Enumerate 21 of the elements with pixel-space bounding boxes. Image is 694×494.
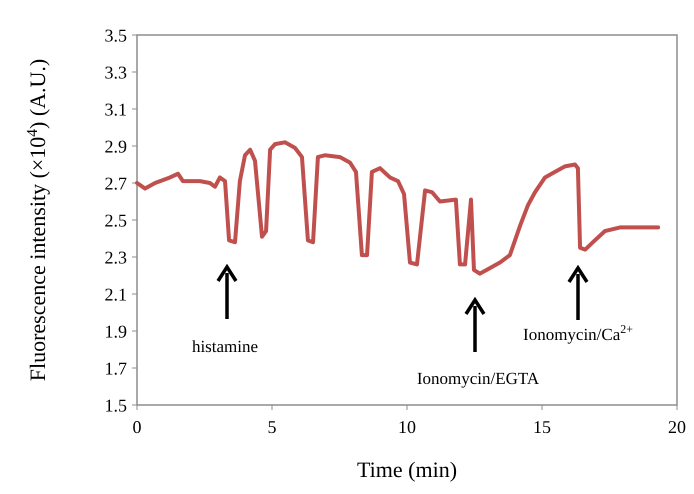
y-tick-label: 2.7 — [104, 173, 127, 194]
x-tick-label: 15 — [533, 417, 551, 437]
y-tick-label: 2.3 — [104, 247, 127, 268]
annotation: histamine — [192, 337, 258, 356]
x-tick-label: 20 — [668, 417, 686, 437]
y-tick-label: 3.5 — [104, 25, 127, 46]
y-tick-label: 1.5 — [104, 395, 127, 416]
annotation: Ionomycin/Ca$^{2+}$ — [523, 322, 634, 344]
y-tick-label: 2.1 — [104, 284, 127, 304]
x-tick-label: 10 — [398, 417, 416, 437]
y-tick-label: 2.5 — [104, 210, 127, 230]
line-series — [135, 140, 660, 276]
x-axis-title: Time (min) — [356, 457, 458, 482]
x-tick-label: 5 — [268, 417, 276, 437]
x-tick-label: 0 — [132, 417, 142, 437]
y-tick-label: 1.9 — [104, 321, 127, 342]
y-tick-label: 2.9 — [104, 136, 127, 156]
y-tick-label: 1.7 — [104, 358, 127, 378]
y-tick-label: 3.3 — [104, 62, 127, 82]
annotation: Ionomycin/EGTA — [416, 369, 540, 388]
y-tick-label: 3.1 — [104, 99, 127, 120]
